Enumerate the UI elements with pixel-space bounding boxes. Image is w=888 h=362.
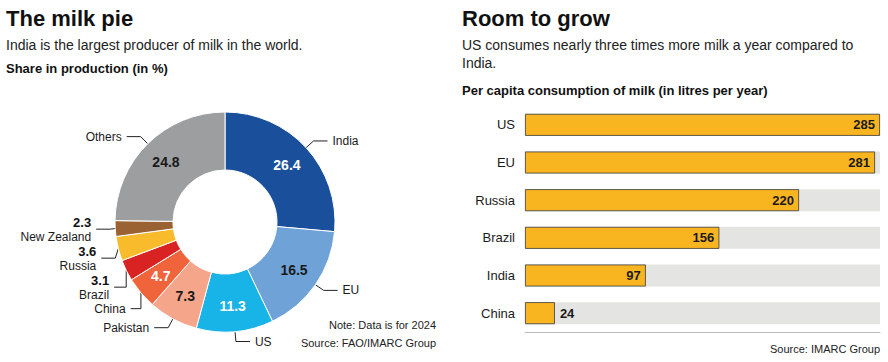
svg-text:US: US — [255, 335, 272, 349]
svg-text:4.7: 4.7 — [151, 268, 171, 284]
svg-text:India: India — [487, 268, 516, 283]
svg-text:220: 220 — [772, 193, 794, 208]
svg-text:Russia: Russia — [60, 259, 97, 273]
svg-text:Source: IMARC Group: Source: IMARC Group — [770, 343, 880, 355]
svg-text:3.6: 3.6 — [78, 244, 96, 259]
svg-text:Russia: Russia — [475, 193, 516, 208]
svg-text:Brazil: Brazil — [482, 230, 515, 245]
svg-text:Source: FAO/IMARC Group: Source: FAO/IMARC Group — [301, 337, 436, 349]
svg-text:EU: EU — [343, 283, 360, 297]
svg-text:Room to grow: Room to grow — [462, 6, 611, 31]
svg-text:EU: EU — [497, 155, 515, 170]
svg-text:India.: India. — [462, 55, 496, 71]
svg-text:US consumes nearly three times: US consumes nearly three times more milk… — [462, 37, 857, 53]
svg-text:16.5: 16.5 — [280, 262, 307, 278]
svg-text:India: India — [333, 134, 359, 148]
svg-text:281: 281 — [848, 155, 870, 170]
svg-text:The milk pie: The milk pie — [6, 6, 133, 31]
svg-text:China: China — [94, 302, 126, 316]
svg-text:Others: Others — [86, 130, 122, 144]
svg-text:24: 24 — [560, 306, 575, 321]
svg-text:2.3: 2.3 — [73, 215, 91, 230]
svg-text:US: US — [497, 117, 515, 132]
svg-text:India is the largest producer: India is the largest producer of milk in… — [6, 37, 302, 53]
svg-text:Note: Data is for 2024: Note: Data is for 2024 — [329, 319, 436, 331]
svg-text:24.8: 24.8 — [152, 154, 179, 170]
svg-text:Pakistan: Pakistan — [103, 321, 149, 335]
svg-text:Per capita consumption of milk: Per capita consumption of milk (in litre… — [462, 83, 768, 98]
svg-text:3.1: 3.1 — [91, 273, 109, 288]
svg-text:China: China — [481, 306, 516, 321]
svg-text:285: 285 — [853, 117, 875, 132]
svg-text:26.4: 26.4 — [273, 157, 300, 173]
svg-text:11.3: 11.3 — [219, 298, 246, 314]
svg-text:97: 97 — [626, 268, 640, 283]
svg-text:Brazil: Brazil — [79, 288, 109, 302]
svg-text:156: 156 — [693, 230, 715, 245]
svg-text:Share in production (in %): Share in production (in %) — [6, 61, 168, 76]
svg-text:New Zealand: New Zealand — [20, 230, 91, 244]
svg-text:7.3: 7.3 — [175, 288, 195, 304]
